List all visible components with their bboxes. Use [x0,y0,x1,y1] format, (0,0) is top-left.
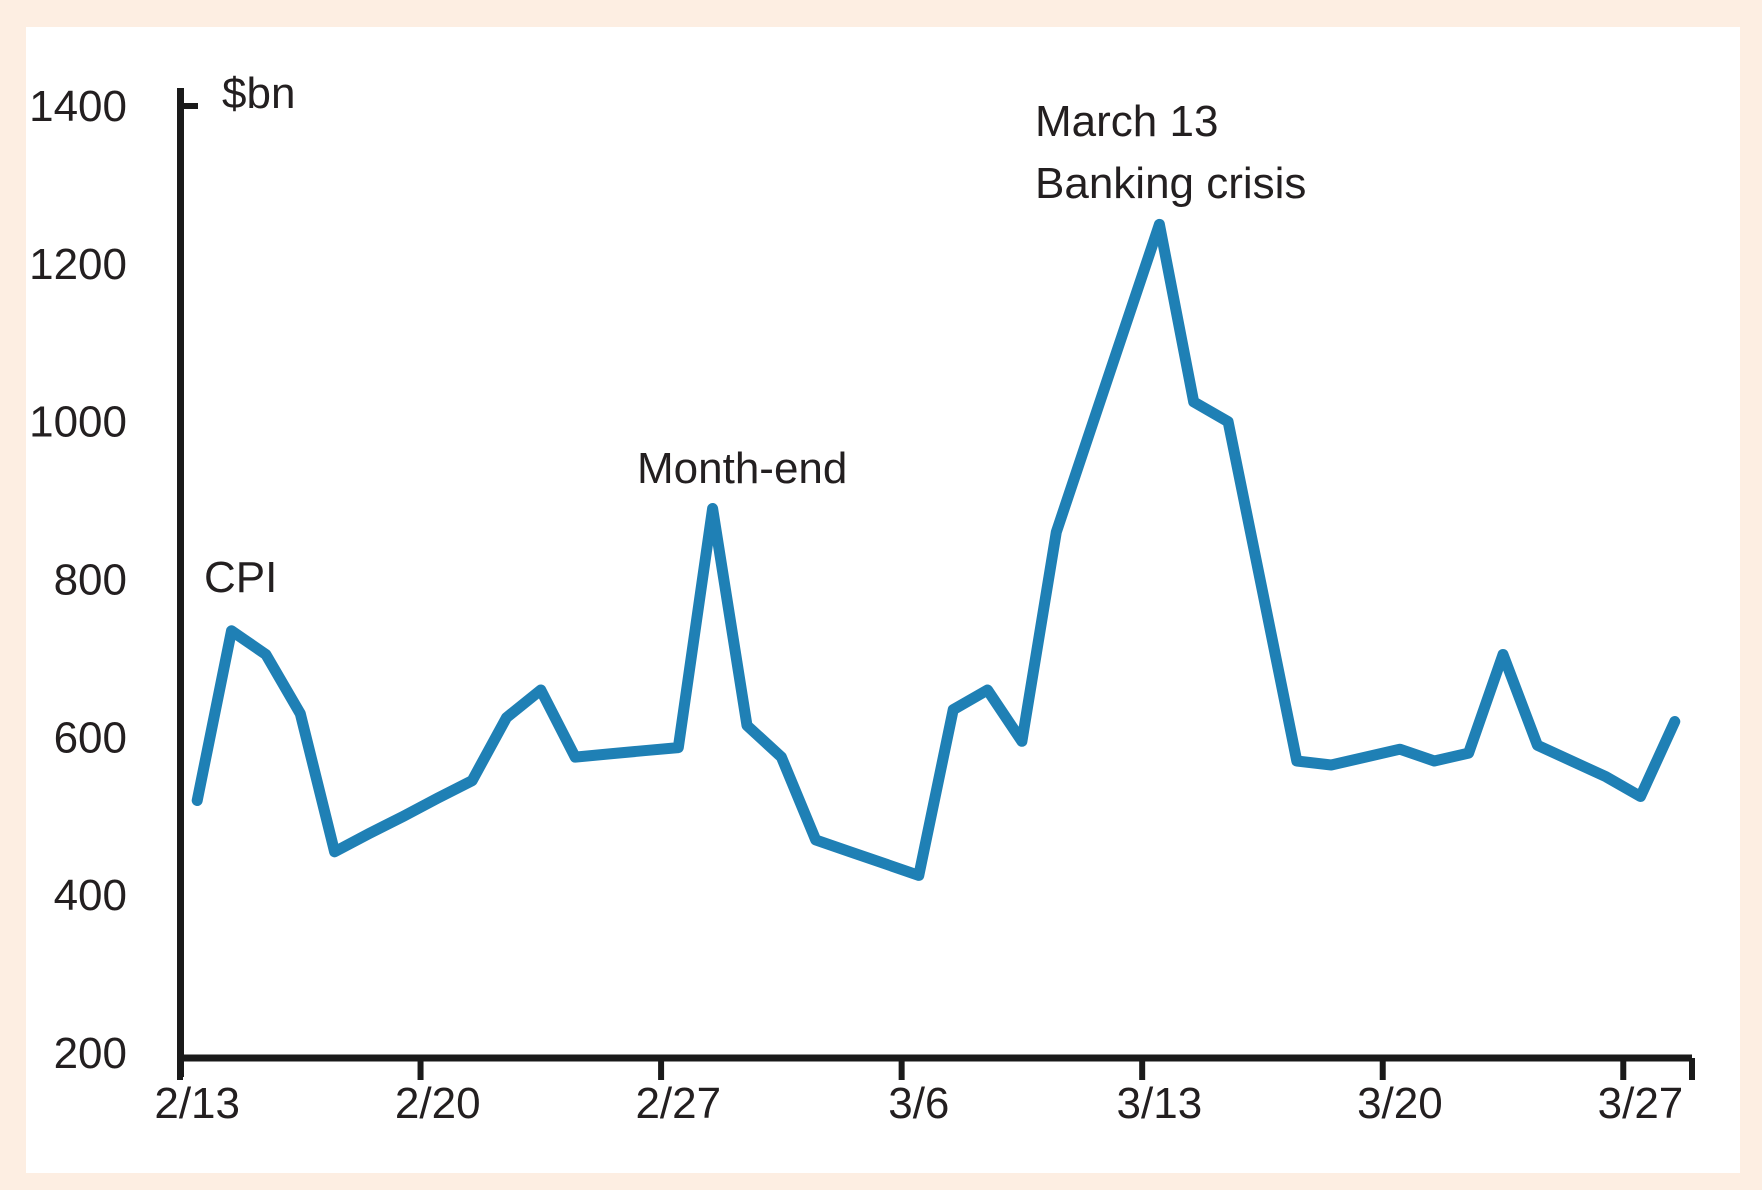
annotation-cpi: CPI [204,553,278,602]
y-tick-label: 400 [54,871,127,920]
x-tick-label: 3/6 [888,1079,949,1128]
x-tick-label: 2/27 [635,1079,721,1128]
data-line [191,218,1681,881]
x-tick-label: 3/20 [1357,1079,1443,1128]
y-tick-label: 200 [54,1029,127,1078]
x-tick-label: 2/20 [395,1079,481,1128]
y-tick-label: 800 [54,556,127,605]
annotation-month-end: Month-end [637,444,848,493]
y-tick-label: 600 [54,713,127,762]
x-tick-label: 3/13 [1117,1079,1203,1128]
annotation-march-13: March 13 [1035,97,1219,146]
annotation-banking-crisis: Banking crisis [1035,159,1307,208]
x-tick-label: 3/27 [1598,1079,1684,1128]
y-tick-label: 1400 [29,82,127,131]
y-tick-label: 1200 [29,240,127,289]
annotation-unit: $bn [222,69,296,118]
y-tick-label: 1000 [29,398,127,447]
x-tick-label: 2/13 [154,1079,240,1128]
